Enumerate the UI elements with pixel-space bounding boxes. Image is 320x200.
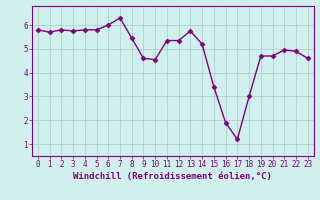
X-axis label: Windchill (Refroidissement éolien,°C): Windchill (Refroidissement éolien,°C) — [73, 172, 272, 181]
